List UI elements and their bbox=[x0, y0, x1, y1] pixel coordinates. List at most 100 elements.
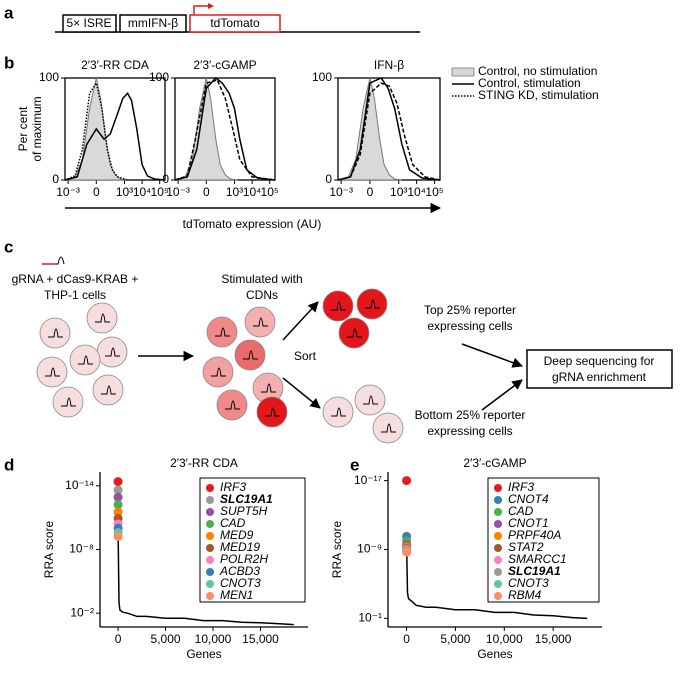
x-tick-label: 10⁵ bbox=[425, 185, 443, 199]
x-tick-label: 10⁻³ bbox=[56, 185, 80, 199]
step-label: Deep sequencing for bbox=[544, 354, 655, 368]
x-tick-label: 10,000 bbox=[195, 632, 232, 646]
legend-marker bbox=[494, 556, 502, 564]
legend-marker bbox=[494, 508, 502, 516]
cell-histogram bbox=[265, 407, 280, 417]
step-label: expressing cells bbox=[427, 319, 512, 333]
cell-histogram bbox=[381, 423, 396, 433]
construct-label: mmIFN-β bbox=[128, 16, 178, 30]
x-tick-label: 0 bbox=[367, 185, 374, 199]
legend-label: SMARCC1 bbox=[508, 552, 567, 566]
legend-label: CNOT4 bbox=[508, 492, 549, 506]
legend-label: CNOT3 bbox=[508, 576, 549, 590]
promoter-arrow bbox=[208, 3, 214, 9]
legend-label: CNOT1 bbox=[508, 516, 549, 530]
legend-label: RBM4 bbox=[508, 588, 542, 602]
arrow bbox=[461, 343, 523, 368]
gene-point bbox=[113, 500, 123, 510]
step-label: Bottom 25% reporter bbox=[415, 408, 526, 422]
histogram bbox=[64, 92, 166, 181]
cell-histogram bbox=[363, 395, 378, 405]
gene-point bbox=[113, 477, 123, 487]
y-tick-label: 100 bbox=[312, 70, 332, 84]
x-tick-label: 10³ bbox=[390, 185, 407, 199]
chart-title: 2′3′-cGAMP bbox=[463, 456, 526, 470]
x-tick-label: 5,000 bbox=[440, 632, 470, 646]
cell-histogram bbox=[48, 328, 63, 338]
legend-marker bbox=[206, 544, 214, 552]
cell-histogram bbox=[243, 350, 258, 360]
cell-histogram bbox=[225, 400, 240, 410]
legend-marker bbox=[206, 592, 214, 600]
legend-marker bbox=[206, 556, 214, 564]
chart-title: 2′3′-RR CDA bbox=[170, 456, 238, 470]
arrows bbox=[138, 301, 523, 411]
legend-label: Control, stimulation bbox=[478, 76, 581, 90]
cell-histogram bbox=[253, 317, 268, 327]
construct-box bbox=[119, 14, 187, 33]
legend-marker bbox=[494, 568, 502, 576]
y-tick-label: 10⁻¹⁴ bbox=[65, 478, 94, 492]
rank-line bbox=[405, 549, 588, 620]
x-tick-label: 0 bbox=[93, 185, 100, 199]
y-tick-label: 100 bbox=[39, 70, 59, 84]
y-tick-label: 100 bbox=[149, 70, 169, 84]
histogram bbox=[64, 81, 128, 181]
y-axis-label: Per cent bbox=[16, 106, 30, 151]
legend-label: STAT2 bbox=[508, 540, 544, 554]
construct-label: 5× ISRE bbox=[66, 16, 111, 30]
legend-marker bbox=[206, 532, 214, 540]
legend-label: ACBD3 bbox=[219, 564, 260, 578]
histogram bbox=[337, 77, 441, 181]
grna-icon bbox=[50, 256, 65, 265]
x-tick-label: 10³ bbox=[226, 185, 243, 199]
histogram bbox=[337, 77, 402, 181]
x-tick-label: 15,000 bbox=[242, 632, 279, 646]
cells bbox=[36, 288, 404, 444]
legend-label: CAD bbox=[508, 504, 534, 518]
y-tick-label: 10⁻² bbox=[70, 605, 94, 619]
legend-label: SLC19A1 bbox=[220, 492, 273, 506]
y-axis-label: RRA score bbox=[42, 521, 56, 579]
gene-point bbox=[113, 485, 123, 495]
x-tick-label: 10,000 bbox=[486, 632, 523, 646]
histogram bbox=[174, 79, 276, 181]
gene-point bbox=[402, 476, 412, 486]
y-tick-label: 0 bbox=[52, 172, 59, 186]
step-label: THP-1 cells bbox=[44, 288, 106, 302]
chart-title: 2′3′-RR CDA bbox=[81, 58, 149, 72]
x-axis-label: tdTomato expression (AU) bbox=[183, 217, 322, 231]
y-tick-label: 10⁻⁹ bbox=[357, 542, 382, 556]
cell-histogram bbox=[347, 328, 362, 338]
x-tick-label: 0 bbox=[115, 632, 122, 646]
legend-swatch bbox=[451, 67, 475, 77]
legend-label: CAD bbox=[220, 516, 246, 530]
legend-marker bbox=[206, 520, 214, 528]
legend-marker bbox=[206, 508, 214, 516]
cell-histogram bbox=[101, 385, 116, 395]
x-tick-label: 10³ bbox=[116, 185, 133, 199]
legend-marker bbox=[494, 592, 502, 600]
legend-marker bbox=[494, 580, 502, 588]
step-label: gRNA enrichment bbox=[552, 370, 647, 384]
y-tick-label: 10⁻¹⁷ bbox=[354, 473, 382, 487]
arrow bbox=[481, 379, 523, 411]
cell-histogram bbox=[45, 367, 60, 377]
panel-label: d bbox=[4, 455, 14, 474]
panel-label: a bbox=[4, 3, 14, 22]
cell-histogram bbox=[78, 355, 93, 365]
y-tick-label: 0 bbox=[325, 172, 332, 186]
chart-title: 2′3′-cGAMP bbox=[193, 58, 256, 72]
x-tick-label: 5,000 bbox=[151, 632, 181, 646]
legend-marker bbox=[494, 484, 502, 492]
cell-histogram bbox=[211, 367, 226, 377]
arrow bbox=[282, 301, 319, 341]
x-tick-label: 0 bbox=[403, 632, 410, 646]
panel-label: e bbox=[350, 455, 359, 474]
legend-label: Control, no stimulation bbox=[478, 64, 597, 78]
cell-histogram bbox=[261, 383, 276, 393]
step-label: Top 25% reporter bbox=[424, 303, 516, 317]
y-tick-label: 10⁻⁸ bbox=[69, 542, 94, 556]
chart-title: IFN-β bbox=[374, 58, 404, 72]
